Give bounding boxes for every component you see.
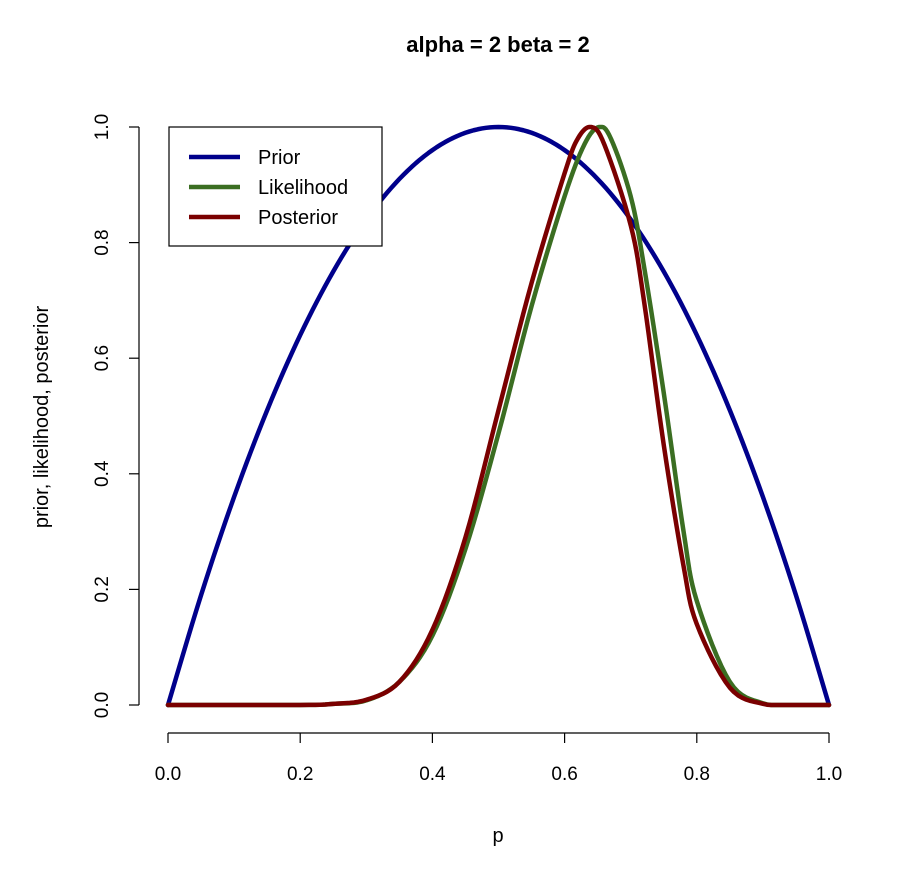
x-tick-label: 0.8	[684, 764, 710, 785]
x-tick-label: 0.6	[551, 764, 577, 785]
x-axis: 0.0 0.2 0.4 0.6 0.8 1.0	[155, 732, 842, 785]
y-tick-label: 0.2	[92, 576, 113, 602]
series-line-prior	[165, 124, 832, 708]
y-axis-label: prior, likelihood, posterior	[31, 305, 53, 528]
legend-label-prior: Prior	[258, 147, 301, 169]
series-line-posterior	[165, 124, 832, 708]
x-tick-label: 1.0	[816, 764, 842, 785]
y-tick-label: 1.0	[92, 114, 113, 140]
x-tick-label: 0.0	[155, 764, 181, 785]
y-tick-label: 0.6	[92, 345, 113, 371]
legend-label-likelihood: Likelihood	[258, 177, 348, 199]
y-tick-label: 0.4	[92, 460, 113, 487]
series-layer	[165, 124, 832, 708]
legend-label-posterior: Posterior	[258, 207, 338, 229]
chart-title: alpha = 2 beta = 2	[406, 32, 589, 57]
y-tick-label: 0.0	[92, 692, 113, 718]
x-axis-label: p	[492, 825, 503, 847]
y-axis: 0.0 0.2 0.4 0.6 0.8 1.0	[92, 114, 140, 718]
x-tick-label: 0.4	[419, 764, 446, 785]
legend: Prior Likelihood Posterior	[168, 126, 383, 247]
x-tick-label: 0.2	[287, 764, 313, 785]
y-tick-label: 0.8	[92, 229, 113, 255]
